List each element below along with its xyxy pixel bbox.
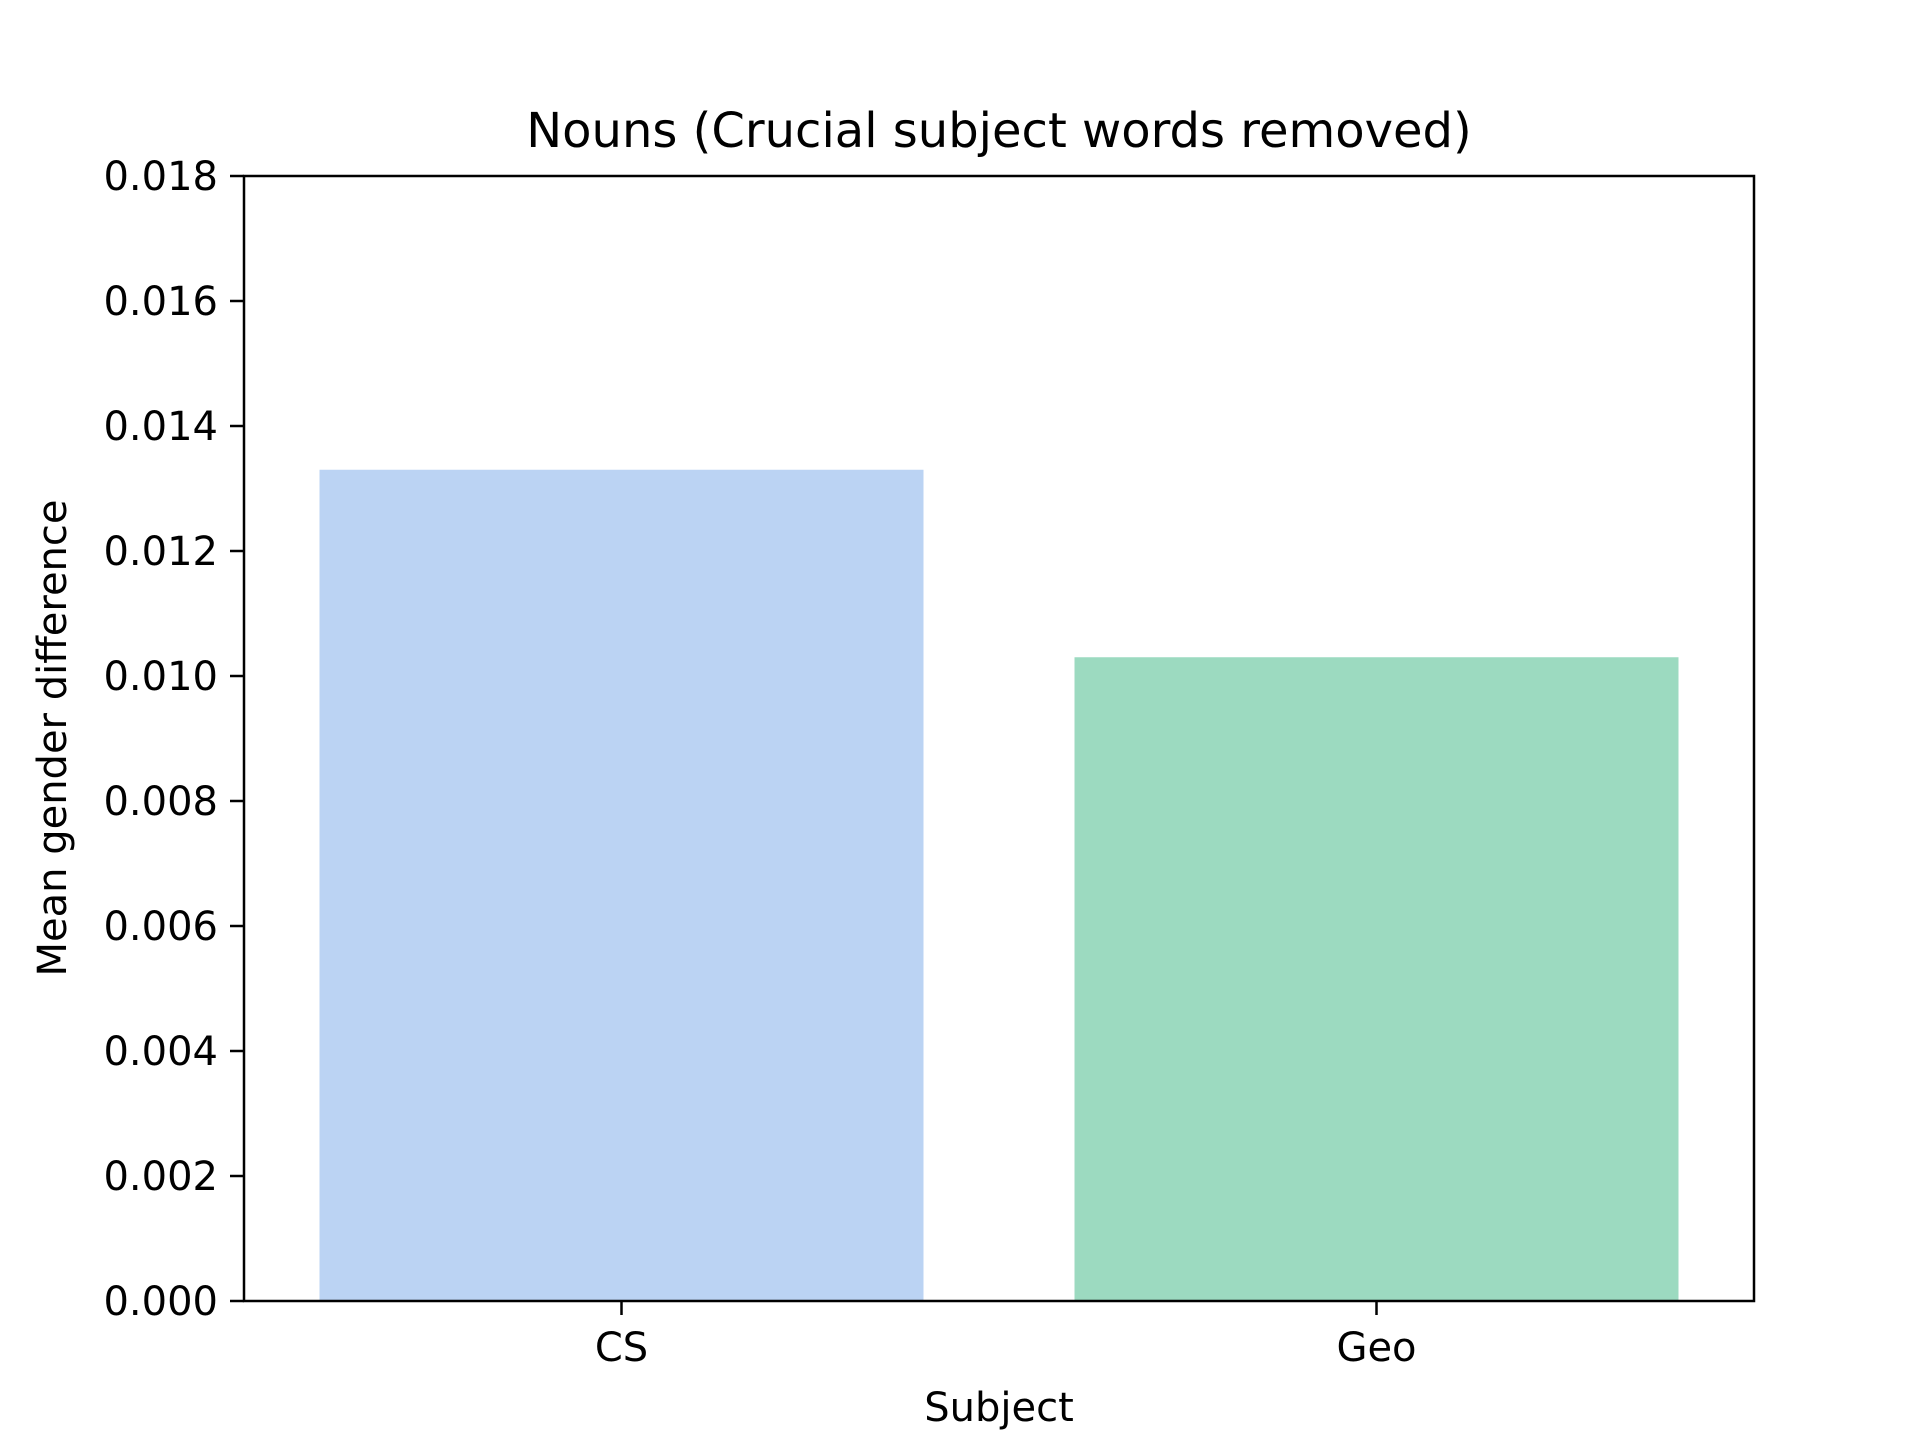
bars-layer	[319, 469, 1679, 1301]
y-tick-label: 0.010	[103, 654, 218, 700]
x-axis-label: Subject	[924, 1385, 1074, 1431]
y-tick-label: 0.014	[103, 404, 218, 450]
y-axis: 0.000 0.002 0.004 0.006 0.008 0.010 0.012 0.014…	[103, 154, 244, 1325]
x-axis: CS Geo	[595, 1301, 1417, 1371]
bar-cs	[319, 469, 924, 1301]
y-tick-label: 0.016	[103, 279, 218, 325]
y-tick-label: 0.004	[103, 1029, 218, 1075]
y-tick-label: 0.002	[103, 1154, 218, 1200]
y-tick-label: 0.008	[103, 779, 218, 825]
y-tick-label: 0.012	[103, 529, 218, 575]
y-tick-label: 0.000	[103, 1279, 218, 1325]
y-tick-label: 0.018	[103, 154, 218, 200]
y-tick-label: 0.006	[103, 904, 218, 950]
x-tick-label: Geo	[1336, 1325, 1416, 1371]
chart-title: Nouns (Crucial subject words removed)	[526, 103, 1471, 159]
x-tick-label: CS	[595, 1325, 648, 1371]
y-axis-label: Mean gender difference	[30, 499, 76, 976]
plot-frame	[242, 174, 1756, 1303]
bar-geo	[1074, 657, 1679, 1301]
